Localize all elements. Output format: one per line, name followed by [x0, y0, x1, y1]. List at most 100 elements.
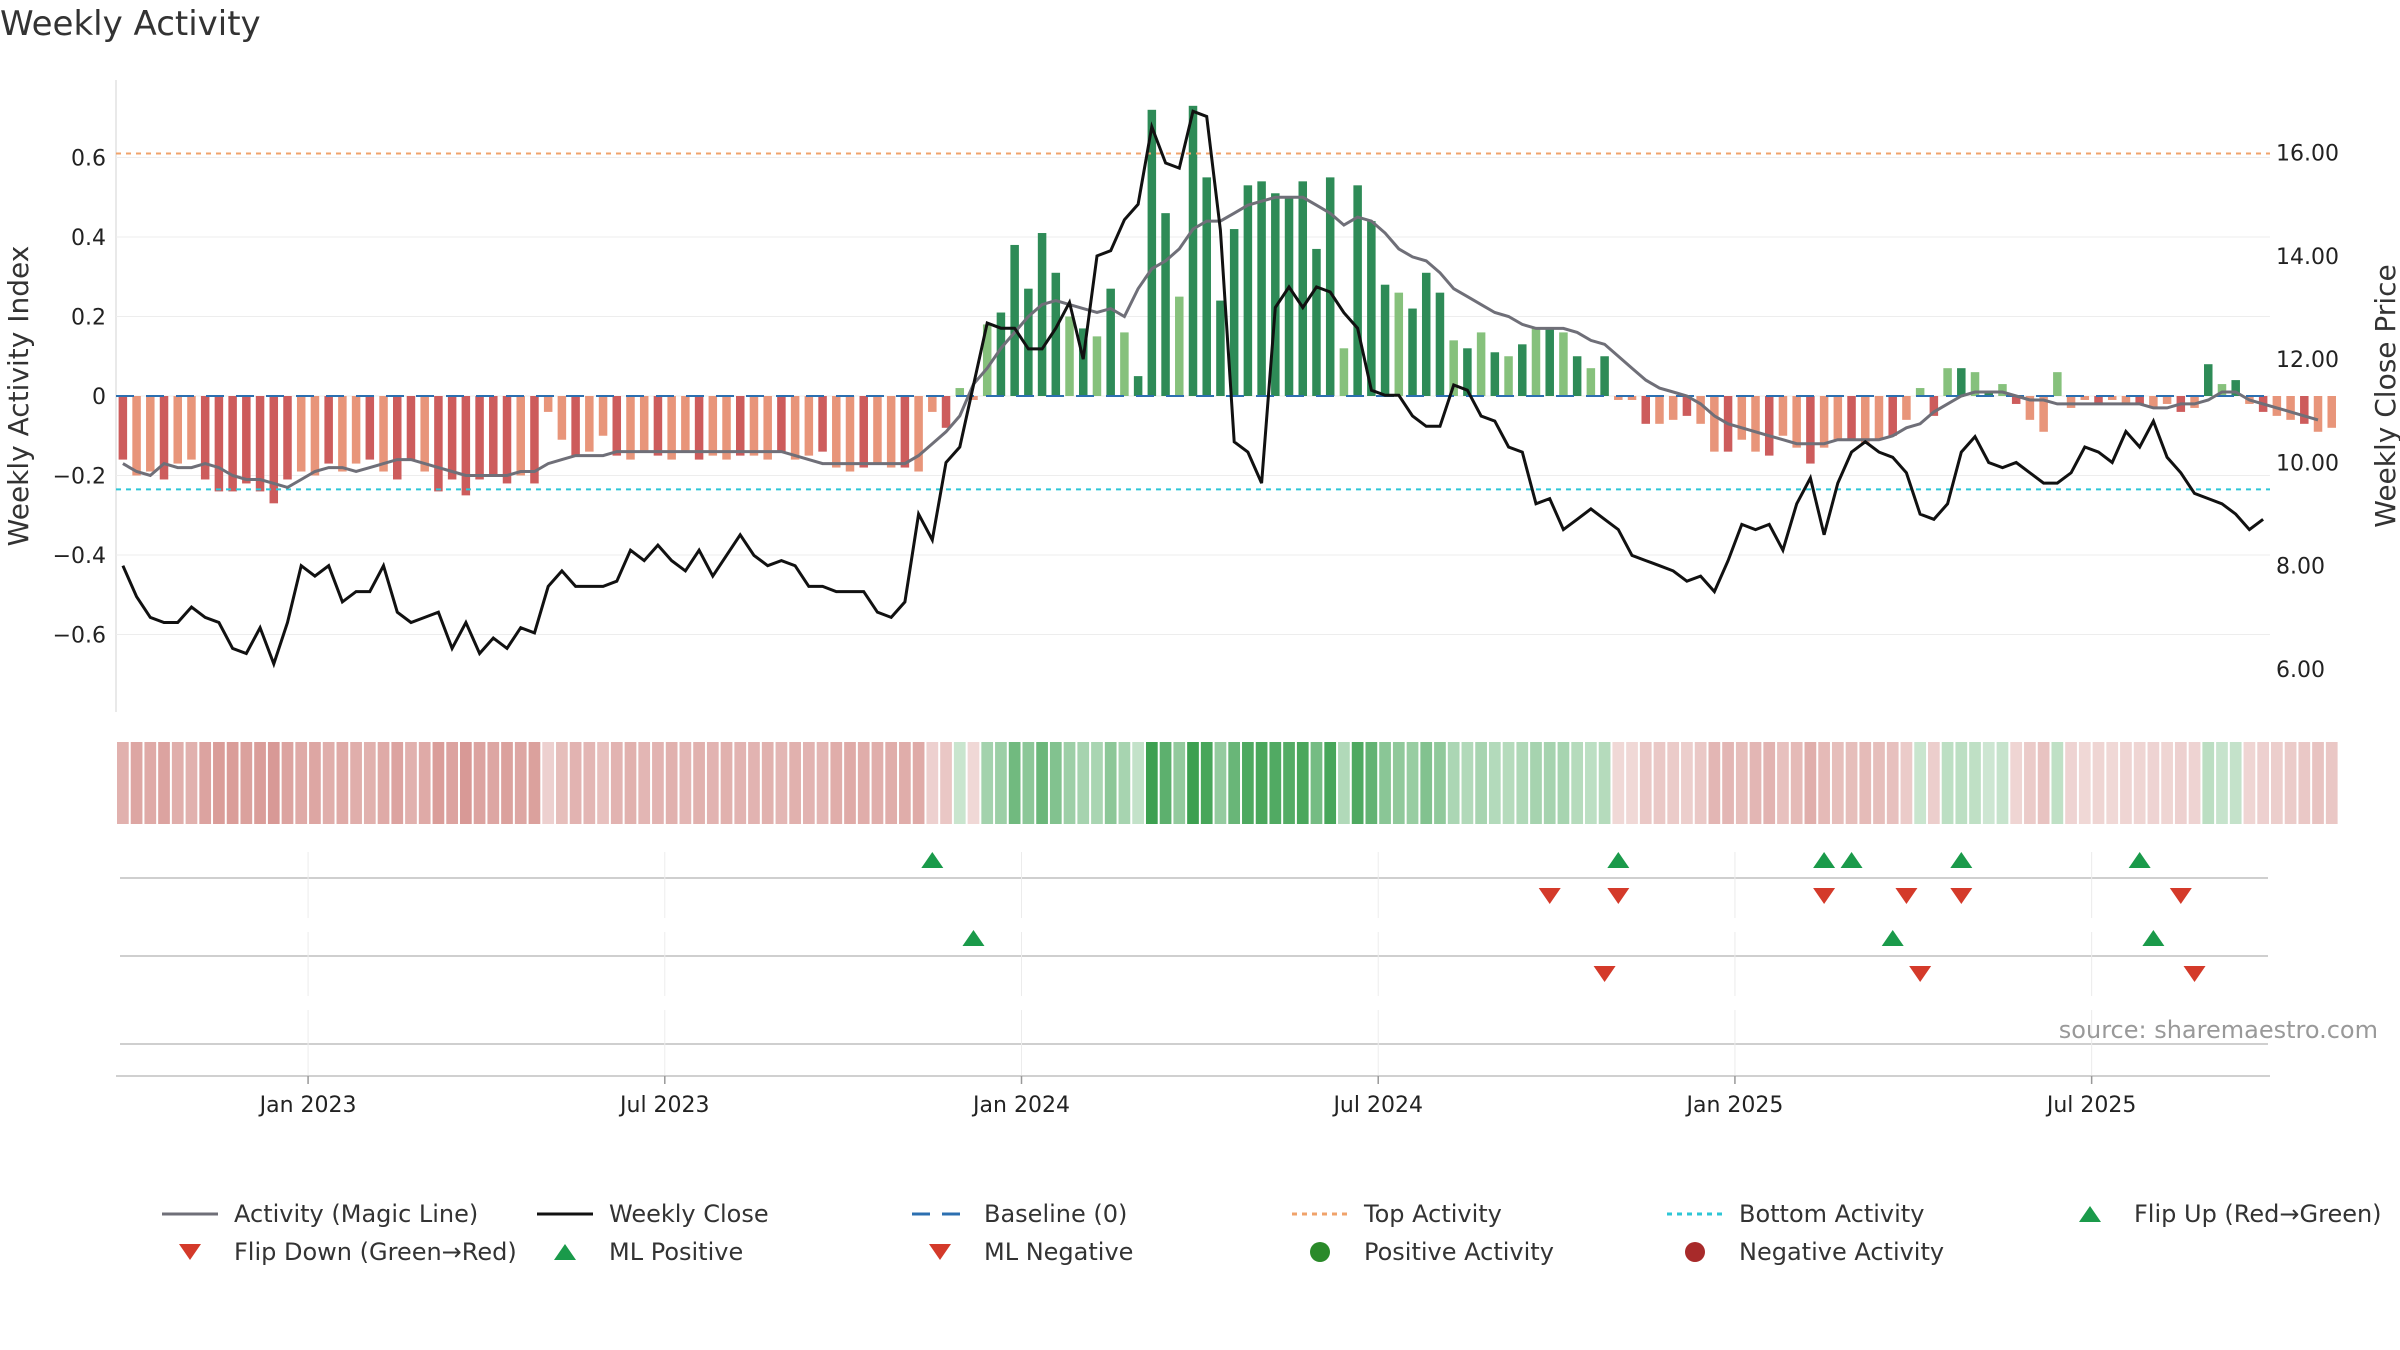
activity-bar — [1133, 376, 1143, 396]
heat-strip-cell — [583, 742, 596, 824]
activity-bar — [1188, 105, 1198, 396]
legend-label: ML Negative — [984, 1238, 1134, 1266]
activity-bar — [434, 396, 443, 492]
flip-up-marker — [1950, 852, 1973, 868]
y-tick-label: 0.4 — [71, 226, 106, 251]
heat-strip-cell — [295, 742, 308, 824]
activity-bar — [1380, 284, 1390, 396]
x-tick-label: Jul 2025 — [2045, 1093, 2137, 1118]
heat-strip-cell — [1091, 742, 1103, 824]
heat-strip-cell — [432, 742, 445, 824]
heat-strip-cell — [1296, 742, 1309, 824]
activity-bar — [2149, 396, 2158, 408]
heat-strip-cell — [1049, 742, 1062, 824]
activity-bar — [1833, 396, 1843, 440]
heat-strip-cell — [1434, 742, 1446, 824]
y2-tick-label: 16.00 — [2276, 142, 2339, 167]
heat-strip-cell — [2037, 742, 2050, 824]
activity-bar — [2135, 396, 2144, 404]
weekly-activity-chart: 0.6 0.4 0.2 0 −0.2 −0.4 −0.6 16.00 14.00 12.00 10.… — [2, 80, 2400, 1118]
heat-strip-cell — [487, 742, 500, 824]
heat-strip-cell — [2120, 742, 2132, 824]
legend-label: Positive Activity — [1364, 1238, 1554, 1266]
activity-bar — [1202, 177, 1211, 396]
activity-bar — [832, 396, 841, 468]
heat-strip-cell — [556, 742, 568, 824]
heat-strip-cell — [2161, 742, 2173, 824]
legend-swatch-icon — [929, 1244, 951, 1260]
legend-item: Baseline (0) — [910, 1200, 1127, 1228]
activity-bar — [1449, 340, 1458, 396]
heat-strip-cell — [2312, 742, 2324, 824]
flip-up-marker — [2128, 852, 2151, 868]
weekly-close-series — [121, 109, 2265, 669]
ml-negative-marker — [2183, 966, 2206, 982]
activity-bar — [489, 396, 498, 476]
legend-swatch-icon — [912, 1212, 968, 1216]
heat-strip-cell — [967, 742, 980, 824]
heat-strip-cell — [1173, 742, 1186, 824]
activity-bar — [516, 396, 525, 476]
heat-strip-cell — [1214, 742, 1227, 824]
heat-strip-cell — [720, 742, 733, 824]
heat-strip-cell — [1585, 742, 1597, 824]
legend-label: Activity (Magic Line) — [234, 1200, 479, 1228]
heat-strip-cell — [130, 742, 143, 824]
flip-down-marker — [1895, 888, 1918, 904]
heat-strip-cell — [1063, 742, 1076, 824]
legend-item: ML Negative — [910, 1238, 1133, 1266]
heat-strip-cell — [1145, 742, 1158, 824]
activity-bar — [2190, 396, 2199, 408]
activity-bar — [845, 396, 855, 472]
heat-strip-cell — [1681, 742, 1693, 824]
heat-strip-cell — [816, 742, 829, 824]
activity-bar — [1408, 308, 1417, 396]
heat-strip-cell — [1351, 742, 1364, 824]
heat-strip-cell — [1008, 742, 1021, 824]
activity-bar — [873, 396, 882, 464]
activity-bar — [1175, 296, 1184, 396]
heat-strip-cell — [267, 742, 280, 824]
chart-legend: Activity (Magic Line) Weekly Close Baselin… — [160, 1200, 2390, 1290]
heat-strip-cell — [377, 742, 390, 824]
x-tick-label: Jan 2024 — [971, 1093, 1070, 1118]
activity-bar — [1668, 396, 1678, 420]
activity-bar — [735, 396, 745, 456]
flip-down-marker — [1538, 888, 1561, 904]
activity-bar — [1737, 396, 1747, 440]
heat-strip-cell — [1118, 742, 1131, 824]
legend-swatch-icon — [1310, 1242, 1330, 1262]
activity-bar — [1614, 396, 1623, 400]
activity-bar — [2204, 364, 2213, 396]
heat-strip-cell — [1516, 742, 1529, 824]
activity-bar — [2121, 396, 2131, 404]
activity-bar — [708, 396, 718, 456]
legend-label: Weekly Close — [609, 1200, 769, 1228]
activity-bar — [626, 396, 635, 460]
activity-bar — [612, 396, 622, 456]
legend-swatch-icon — [162, 1212, 218, 1216]
flip-down-marker — [1607, 888, 1630, 904]
activity-bar — [1792, 396, 1801, 448]
heat-strip-cell — [1310, 742, 1323, 824]
activity-bar — [1504, 356, 1513, 396]
heat-strip-cell — [2325, 742, 2338, 824]
activity-bar — [1957, 368, 1966, 396]
heat-strip-cell — [1763, 742, 1776, 824]
activity-bar — [1065, 316, 1074, 396]
heat-strip-cell — [1242, 742, 1254, 824]
heat-strip-cell — [1749, 742, 1762, 824]
activity-bar — [406, 396, 416, 460]
legend-item: ML Positive — [535, 1238, 743, 1266]
heat-strip-cell — [1022, 742, 1035, 824]
activity-bar — [1778, 396, 1788, 436]
heat-strip-cell — [1530, 742, 1542, 824]
heat-strip-cell — [926, 742, 939, 824]
y-tick-label: −0.4 — [53, 544, 106, 569]
activity-bar — [1463, 348, 1472, 396]
heat-strip-cell — [1200, 742, 1213, 824]
y2-tick-label: 10.00 — [2276, 451, 2339, 476]
activity-bar — [667, 396, 676, 460]
heat-strip-cell — [117, 742, 129, 824]
heat-strip-cell — [1379, 742, 1391, 824]
